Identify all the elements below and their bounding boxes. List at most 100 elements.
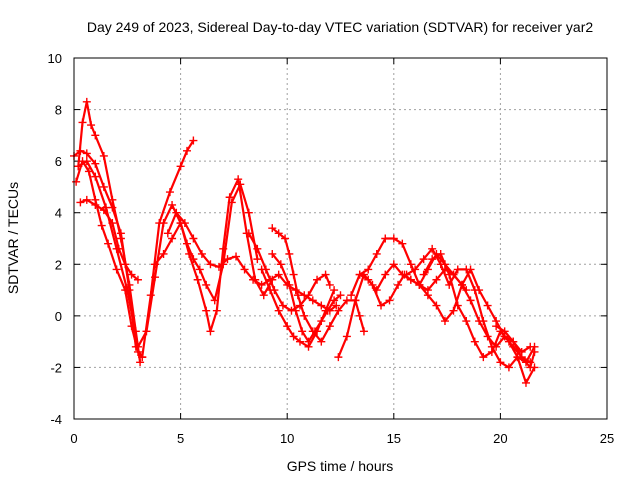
data-point bbox=[406, 275, 415, 284]
y-tick-label: -2 bbox=[50, 360, 62, 375]
data-point bbox=[402, 270, 411, 279]
data-point bbox=[123, 286, 132, 295]
data-point bbox=[462, 317, 471, 326]
data-point bbox=[172, 208, 181, 217]
data-point bbox=[355, 270, 364, 279]
data-point bbox=[168, 200, 177, 209]
data-point bbox=[334, 306, 343, 315]
data-point bbox=[274, 229, 283, 238]
data-point bbox=[136, 358, 145, 367]
data-point bbox=[394, 280, 403, 289]
data-point bbox=[298, 327, 307, 336]
data-point bbox=[223, 255, 232, 264]
data-point bbox=[321, 306, 330, 315]
data-point bbox=[253, 244, 262, 253]
data-point bbox=[445, 270, 454, 279]
data-point bbox=[359, 327, 368, 336]
data-point bbox=[419, 255, 428, 264]
data-point bbox=[372, 249, 381, 258]
data-point bbox=[285, 249, 294, 258]
data-point bbox=[268, 249, 277, 258]
data-point bbox=[127, 270, 136, 279]
y-tick-label: 2 bbox=[55, 257, 62, 272]
data-point bbox=[104, 239, 113, 248]
data-point bbox=[99, 151, 108, 160]
grid bbox=[74, 58, 607, 419]
data-point bbox=[133, 342, 142, 351]
data-point bbox=[268, 224, 277, 233]
data-point bbox=[432, 275, 441, 284]
data-point bbox=[82, 195, 91, 204]
data-point bbox=[151, 260, 160, 269]
data-point bbox=[278, 301, 287, 310]
x-axis-label: GPS time / hours bbox=[287, 458, 394, 474]
data-point bbox=[87, 121, 96, 130]
data-point bbox=[214, 262, 223, 271]
data-point bbox=[285, 280, 294, 289]
data-point bbox=[240, 265, 249, 274]
chart-title: Day 249 of 2023, Sidereal Day-to-day VTE… bbox=[87, 19, 593, 35]
data-point bbox=[504, 363, 513, 372]
data-point bbox=[492, 322, 501, 331]
data-series bbox=[70, 97, 539, 387]
data-point bbox=[206, 327, 215, 336]
x-tick-label: 5 bbox=[177, 431, 184, 446]
data-point bbox=[330, 286, 339, 295]
data-point bbox=[244, 208, 253, 217]
data-point bbox=[419, 270, 428, 279]
data-point bbox=[78, 118, 87, 127]
data-point bbox=[121, 260, 130, 269]
data-point bbox=[398, 239, 407, 248]
data-point bbox=[266, 286, 275, 295]
data-point bbox=[364, 275, 373, 284]
data-point bbox=[91, 200, 100, 209]
data-point bbox=[159, 249, 168, 258]
data-point bbox=[189, 234, 198, 243]
data-point bbox=[385, 296, 394, 305]
data-point bbox=[377, 301, 386, 310]
data-point bbox=[232, 252, 241, 261]
data-point bbox=[112, 244, 121, 253]
data-point bbox=[458, 280, 467, 289]
data-point bbox=[530, 347, 539, 356]
series-sat-m bbox=[355, 234, 535, 367]
data-point bbox=[521, 378, 530, 387]
data-point bbox=[372, 286, 381, 295]
data-point bbox=[91, 159, 100, 168]
data-point bbox=[234, 175, 243, 184]
data-point bbox=[99, 182, 108, 191]
data-point bbox=[462, 265, 471, 274]
x-tick-label: 25 bbox=[600, 431, 614, 446]
data-point bbox=[293, 291, 302, 300]
series-line bbox=[358, 237, 532, 364]
data-point bbox=[496, 358, 505, 367]
data-point bbox=[453, 265, 462, 274]
data-point bbox=[325, 280, 334, 289]
data-point bbox=[112, 265, 121, 274]
y-tick-label: 6 bbox=[55, 154, 62, 169]
x-tick-label: 20 bbox=[493, 431, 507, 446]
data-point bbox=[101, 203, 110, 212]
data-point bbox=[347, 291, 356, 300]
series-line bbox=[79, 198, 140, 281]
data-point bbox=[142, 327, 151, 336]
y-tick-label: -4 bbox=[50, 412, 62, 427]
data-point bbox=[415, 280, 424, 289]
data-point bbox=[436, 249, 445, 258]
data-point bbox=[225, 193, 234, 202]
series-line bbox=[153, 178, 274, 333]
data-point bbox=[253, 255, 262, 264]
data-point bbox=[276, 260, 285, 269]
data-point bbox=[74, 162, 83, 171]
data-point bbox=[138, 353, 147, 362]
data-point bbox=[428, 244, 437, 253]
data-point bbox=[449, 306, 458, 315]
data-point bbox=[389, 260, 398, 269]
data-point bbox=[295, 337, 304, 346]
data-point bbox=[342, 296, 351, 305]
data-point bbox=[470, 286, 479, 295]
data-point bbox=[168, 234, 177, 243]
data-point bbox=[259, 291, 268, 300]
data-point bbox=[466, 296, 475, 305]
